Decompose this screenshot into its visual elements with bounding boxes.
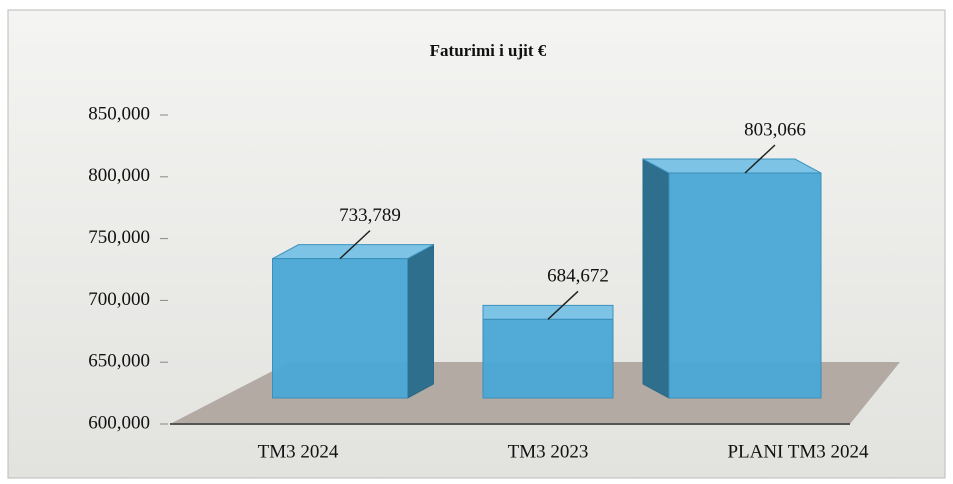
bar — [482, 304, 614, 399]
y-tick-label: 700,000 — [88, 289, 150, 310]
bar-face — [407, 243, 434, 399]
leader-line — [547, 290, 579, 320]
y-tick-label: 800,000 — [88, 165, 150, 186]
bar-face — [482, 318, 614, 399]
leader-line — [744, 144, 776, 174]
y-tick-label: 850,000 — [88, 103, 150, 124]
bar-face — [642, 158, 822, 174]
bar-face — [482, 304, 614, 320]
data-label: 803,066 — [744, 119, 806, 140]
y-tick-label: 600,000 — [88, 412, 150, 433]
chart-title: Faturimi i ujit € — [430, 41, 547, 60]
y-tick-label: 650,000 — [88, 351, 150, 372]
x-tick-label: PLANI TM3 2024 — [727, 441, 869, 462]
bar — [642, 158, 822, 399]
bar — [272, 243, 434, 399]
x-tick-label: TM3 2023 — [508, 441, 589, 462]
leader-line — [339, 230, 371, 260]
data-label: 684,672 — [547, 266, 609, 287]
bar-face — [668, 172, 822, 399]
data-label: 733,789 — [339, 205, 401, 226]
x-tick-label: TM3 2024 — [258, 441, 339, 462]
bar-face — [642, 158, 670, 399]
bar-face — [272, 258, 408, 399]
y-tick-label: 750,000 — [88, 227, 150, 248]
